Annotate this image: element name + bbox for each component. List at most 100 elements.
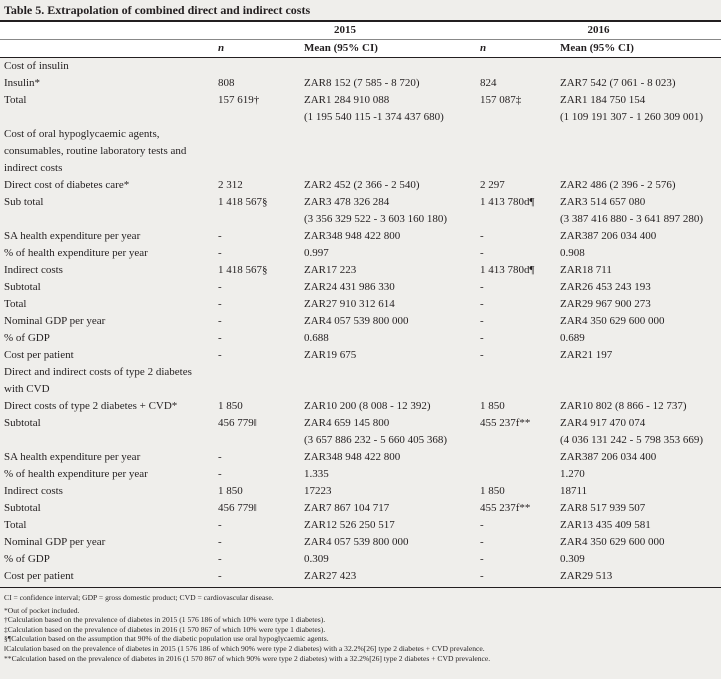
table-cell: ZAR7 867 104 717 — [304, 502, 390, 514]
empty-cell — [476, 126, 556, 177]
table-cell: 1 418 567§ — [218, 196, 268, 208]
table-row: Total - ZAR12 526 250 517 - ZAR13 435 409 58… — [0, 517, 721, 534]
blank — [0, 39, 214, 58]
column-header: n — [214, 39, 300, 58]
table-row: Cost of insulin — [0, 58, 721, 76]
table-cell: - — [214, 568, 300, 588]
table-cell: ZAR24 431 986 330 — [304, 281, 395, 293]
footnote: ‡Calculation based on the prevalence of … — [4, 624, 326, 634]
table-cell: - — [480, 315, 484, 327]
row-label: Cost per patient — [4, 349, 74, 361]
row-label: Indirect costs — [4, 264, 63, 276]
table-cell: 455 237f** — [480, 417, 531, 429]
row-label: % of health expenditure per year — [4, 468, 148, 480]
row-label: Indirect costs — [4, 485, 63, 497]
table-cell: 1 850 — [480, 485, 505, 497]
cell-line: (3 387 416 880 - 3 641 897 280) — [560, 213, 703, 225]
table-cell: - — [218, 553, 222, 565]
table-cell: ZAR13 435 409 581 — [560, 519, 651, 531]
table-cell: ZAR4 917 470 074 (4 036 131 242 - 5 798 3… — [556, 415, 721, 449]
table-row: Subtotal 456 779‖ ZAR7 867 104 717 455 237f… — [0, 500, 721, 517]
year: 2016 — [476, 22, 721, 40]
empty-cell — [476, 364, 556, 398]
table-cell: - — [480, 281, 484, 293]
table-cell: 824 — [480, 77, 497, 89]
table-cell: 0.309 — [560, 553, 585, 565]
footnote: *Out of pocket included. — [4, 605, 80, 615]
table-row: % of GDP - 0.309 - 0.309 — [0, 551, 721, 568]
table-row: Direct costs of type 2 diabetes + CVD* 1 … — [0, 398, 721, 415]
table-cell: ZAR21 197 — [560, 349, 613, 361]
empty-cell — [300, 58, 476, 76]
cell-line: (1 195 540 115 -1 374 437 680) — [304, 111, 444, 123]
cell-line: ZAR1 184 750 154 — [560, 94, 646, 106]
column-header: Mean (95% CI) — [300, 39, 476, 58]
table-cell: - — [480, 536, 484, 548]
table-cell: ZAR3 514 657 080 (3 387 416 880 - 3 641 8… — [556, 194, 721, 228]
table-row: Nominal GDP per year - ZAR4 057 539 800 00… — [0, 313, 721, 330]
table-cell: - — [218, 519, 222, 531]
table-cell: 2 312 — [218, 179, 243, 191]
table-cell: 1 850 — [218, 400, 243, 412]
table-cell: 455 237f** — [480, 502, 531, 514]
footnote: ‖Calculation based on the prevalence of … — [4, 643, 485, 653]
table-cell: - — [218, 349, 222, 361]
table-cell: 1 418 567§ — [218, 264, 268, 276]
table-cell: 1 413 780d¶ — [480, 196, 535, 208]
table-cell: 1 850 — [218, 485, 243, 497]
table-cell: ZAR4 057 539 800 000 — [304, 315, 409, 327]
table-row: % of GDP - 0.688 - 0.689 — [0, 330, 721, 347]
table-cell: 157 087‡ — [480, 94, 522, 106]
table-row: SA health expenditure per year - ZAR348 94… — [0, 449, 721, 466]
row-label: Insulin* — [4, 77, 41, 89]
table-cell: ZAR8 152 (7 585 - 8 720) — [304, 77, 420, 89]
table-row: Cost of oral hypoglycaemic agents, consu… — [0, 126, 721, 177]
table-cell: ZAR27 423 — [300, 568, 476, 588]
table-row: Indirect costs 1 418 567§ ZAR17 223 1 413 7… — [0, 262, 721, 279]
empty-cell — [476, 449, 556, 466]
table-cell: - — [480, 349, 484, 361]
footnote: CI = confidence interval; GDP = gross do… — [4, 593, 274, 602]
row-label: Cost per patient — [0, 568, 214, 588]
table-cell: 0.309 — [304, 553, 329, 565]
section-label: Cost of insulin — [4, 60, 69, 72]
table-cell: 1 413 780d¶ — [480, 264, 535, 276]
table-cell: 17223 — [304, 485, 332, 497]
table-cell: - — [218, 230, 222, 242]
table-row: Subtotal 456 779‖ ZAR4 659 145 800 (3 657 8… — [0, 415, 721, 449]
table-row: Nominal GDP per year - ZAR4 057 539 800 00… — [0, 534, 721, 551]
empty-cell — [214, 364, 300, 398]
table-title: Table 5. Extrapolation of combined direc… — [0, 0, 721, 22]
table-row: Insulin* 808 ZAR8 152 (7 585 - 8 720) 824 ZA… — [0, 75, 721, 92]
table-cell: 1 850 — [480, 400, 505, 412]
cell-line: (3 356 329 522 - 3 603 160 180) — [304, 213, 447, 225]
table-cell: ZAR4 057 539 800 000 — [304, 536, 409, 548]
table-row: Cost per patient - ZAR19 675 - ZAR21 197 — [0, 347, 721, 364]
table-cell: - — [480, 332, 484, 344]
cell-line: ZAR3 514 657 080 — [560, 196, 646, 208]
table-cell: - — [480, 247, 484, 259]
row-label: % of GDP — [4, 553, 50, 565]
row-label: Subtotal — [4, 417, 41, 429]
column-header: n — [476, 39, 556, 58]
table-cell: 0.688 — [304, 332, 329, 344]
row-label: Total — [4, 94, 27, 106]
table-row: Subtotal - ZAR24 431 986 330 - ZAR26 453 243… — [0, 279, 721, 296]
table-cell: ZAR12 526 250 517 — [304, 519, 395, 531]
table-cell: ZAR10 200 (8 008 - 12 392) — [304, 400, 431, 412]
table-row: Indirect costs 1 850 17223 1 850 18711 — [0, 483, 721, 500]
table-cell: ZAR4 350 629 600 000 — [560, 315, 665, 327]
table-cell: - — [218, 451, 222, 463]
table-cell: ZAR18 711 — [560, 264, 612, 276]
row-label: % of health expenditure per year — [4, 247, 148, 259]
cell-line: (1 109 191 307 - 1 260 309 001) — [560, 111, 703, 123]
empty-cell — [556, 58, 721, 76]
table-cell: ZAR27 910 312 614 — [304, 298, 395, 310]
year-row: 2015 2016 — [0, 22, 721, 40]
row-label: Total — [4, 298, 27, 310]
table-cell: ZAR4 350 629 600 000 — [560, 536, 665, 548]
column-row: n Mean (95% CI) n Mean (95% CI) — [0, 39, 721, 58]
row-label: Nominal GDP per year — [4, 536, 106, 548]
table-cell: ZAR3 478 326 284 (3 356 329 522 - 3 603 1… — [300, 194, 476, 228]
table-cell: - — [476, 568, 556, 588]
